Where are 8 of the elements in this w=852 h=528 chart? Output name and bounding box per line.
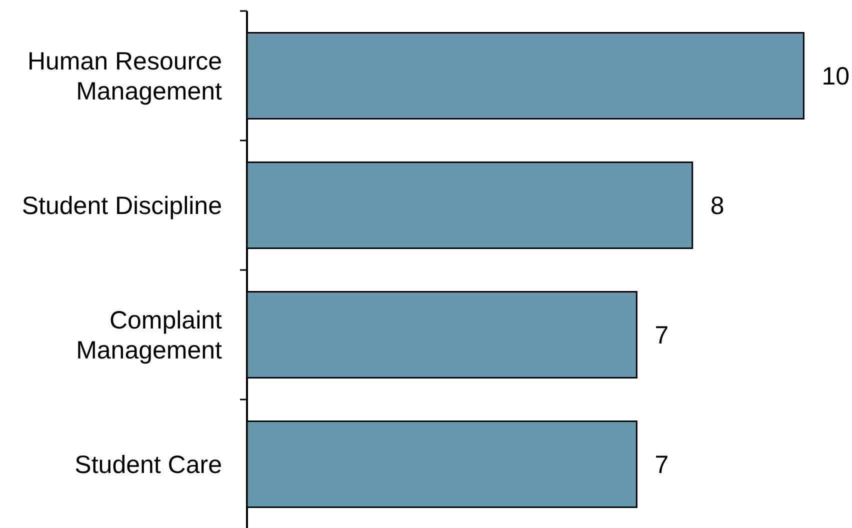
data-label: 7 xyxy=(654,322,669,350)
y-tick-label: Student Care xyxy=(74,451,222,479)
y-tick-label: Student Discipline xyxy=(22,192,222,220)
data-label: 7 xyxy=(654,451,669,479)
data-label: 10 xyxy=(822,62,850,90)
data-label: 8 xyxy=(710,192,724,220)
y-tick-label: Human Resource Management xyxy=(27,48,222,106)
y-tick-label: Complaint Management xyxy=(76,306,222,364)
